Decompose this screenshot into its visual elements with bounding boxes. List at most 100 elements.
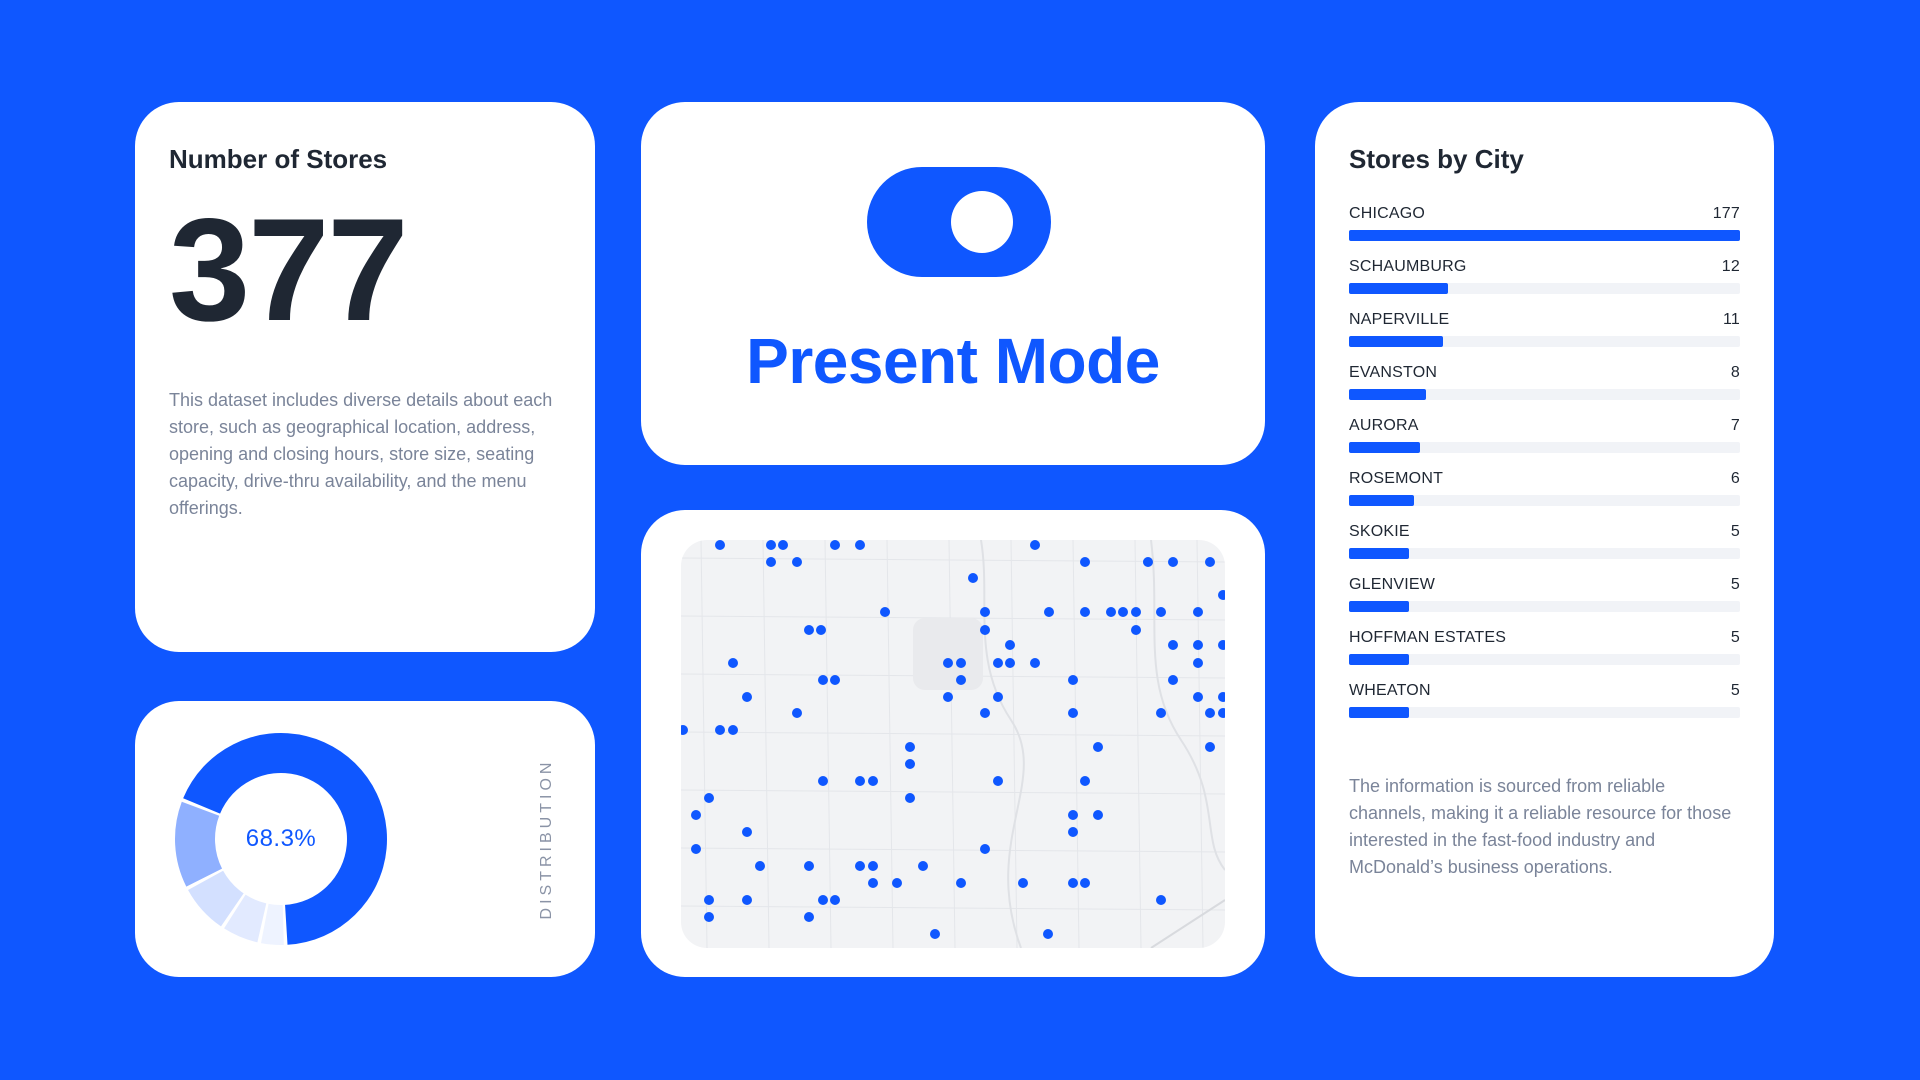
store-dot: [1205, 708, 1215, 718]
store-dot: [905, 793, 915, 803]
map-road: [681, 905, 1225, 911]
store-dot: [905, 742, 915, 752]
store-dot: [1218, 708, 1225, 718]
store-dot: [704, 912, 714, 922]
city-name: WHEATON: [1349, 682, 1431, 699]
city-row: WHEATON 5: [1349, 682, 1740, 735]
city-row-header: HOFFMAN ESTATES 5: [1349, 629, 1740, 647]
city-bar-track: [1349, 601, 1740, 612]
store-dot: [855, 540, 865, 550]
store-dot: [691, 844, 701, 854]
city-row-header: ROSEMONT 6: [1349, 470, 1740, 488]
store-dot: [918, 861, 928, 871]
store-dot: [1218, 590, 1225, 600]
store-dot: [1068, 675, 1078, 685]
store-dot: [1093, 742, 1103, 752]
store-dot: [1131, 625, 1141, 635]
store-dot: [1193, 607, 1203, 617]
city-row-header: NAPERVILLE 11: [1349, 311, 1740, 329]
city-row: CHICAGO 177: [1349, 205, 1740, 258]
donut-center-value: 68.3%: [245, 825, 317, 852]
store-dot: [715, 725, 725, 735]
store-dot: [792, 557, 802, 567]
city-name: AURORA: [1349, 417, 1419, 434]
store-dot: [1030, 540, 1040, 550]
store-dot: [1106, 607, 1116, 617]
store-dot: [855, 776, 865, 786]
city-row: GLENVIEW 5: [1349, 576, 1740, 629]
store-dot: [1005, 640, 1015, 650]
city-bar: [1349, 442, 1420, 453]
map-road: [824, 540, 832, 948]
store-map-card: [641, 510, 1265, 977]
store-dot: [778, 540, 788, 550]
distribution-donut-chart: [175, 733, 387, 945]
store-dot: [880, 607, 890, 617]
city-row: AURORA 7: [1349, 417, 1740, 470]
store-dot: [715, 540, 725, 550]
store-dot: [868, 776, 878, 786]
city-bar-track: [1349, 548, 1740, 559]
distribution-card: 68.3% DISTRIBUTION: [135, 701, 595, 977]
store-dot: [704, 895, 714, 905]
store-dot: [1168, 557, 1178, 567]
city-bar-track: [1349, 230, 1740, 241]
city-count: 5: [1730, 523, 1740, 540]
store-dot: [1193, 692, 1203, 702]
number-of-stores-card: Number of Stores 377 This dataset includ…: [135, 102, 595, 652]
stores-description: This dataset includes diverse details ab…: [169, 390, 553, 518]
store-map[interactable]: [681, 540, 1225, 948]
store-dot: [980, 607, 990, 617]
city-name: GLENVIEW: [1349, 576, 1436, 593]
city-count: 177: [1712, 205, 1740, 222]
city-bar-list: CHICAGO 177 SCHAUMBURG 12 NAPERVILLE 11 EVANST…: [1349, 205, 1740, 735]
store-dot: [956, 675, 966, 685]
city-count: 5: [1730, 629, 1740, 646]
store-dot: [830, 540, 840, 550]
city-bar: [1349, 654, 1409, 665]
city-count: 11: [1722, 311, 1740, 328]
store-dot: [980, 844, 990, 854]
store-dot: [1030, 658, 1040, 668]
store-dot: [993, 692, 1003, 702]
present-mode-toggle[interactable]: [867, 167, 1051, 277]
store-dot: [1156, 895, 1166, 905]
store-dot: [993, 776, 1003, 786]
store-dot: [691, 810, 701, 820]
map-road: [681, 789, 1225, 795]
store-dot: [1168, 675, 1178, 685]
store-dot: [818, 895, 828, 905]
store-dot: [742, 895, 752, 905]
city-bar: [1349, 548, 1409, 559]
store-dot: [704, 793, 714, 803]
store-dot: [1218, 692, 1225, 702]
store-dot: [792, 708, 802, 718]
donut-segment: [183, 733, 387, 945]
store-dot: [766, 540, 776, 550]
store-dot: [980, 708, 990, 718]
city-name: EVANSTON: [1349, 364, 1438, 381]
city-row-header: SKOKIE 5: [1349, 523, 1740, 541]
store-dot: [1118, 607, 1128, 617]
city-name: SCHAUMBURG: [1349, 258, 1467, 275]
city-bar-track: [1349, 389, 1740, 400]
store-dot: [1093, 810, 1103, 820]
store-dot: [1131, 607, 1141, 617]
city-title: Stores by City: [1349, 144, 1524, 174]
city-bar-track: [1349, 495, 1740, 506]
store-dot: [943, 658, 953, 668]
distribution-label: DISTRIBUTION: [538, 758, 555, 920]
store-dots: [681, 540, 1225, 939]
city-row: SCHAUMBURG 12: [1349, 258, 1740, 311]
map-river: [1150, 540, 1225, 871]
donut-segment: [188, 870, 244, 927]
store-dot: [1193, 658, 1203, 668]
donut-segment: [175, 801, 223, 887]
store-dot: [930, 929, 940, 939]
city-row: NAPERVILLE 11: [1349, 311, 1740, 364]
city-row: HOFFMAN ESTATES 5: [1349, 629, 1740, 682]
map-road: [1134, 540, 1142, 948]
city-name: HOFFMAN ESTATES: [1349, 629, 1507, 646]
stores-by-city-card: Stores by City CHICAGO 177 SCHAUMBURG 12 NAP…: [1315, 102, 1774, 977]
city-bar-track: [1349, 283, 1740, 294]
